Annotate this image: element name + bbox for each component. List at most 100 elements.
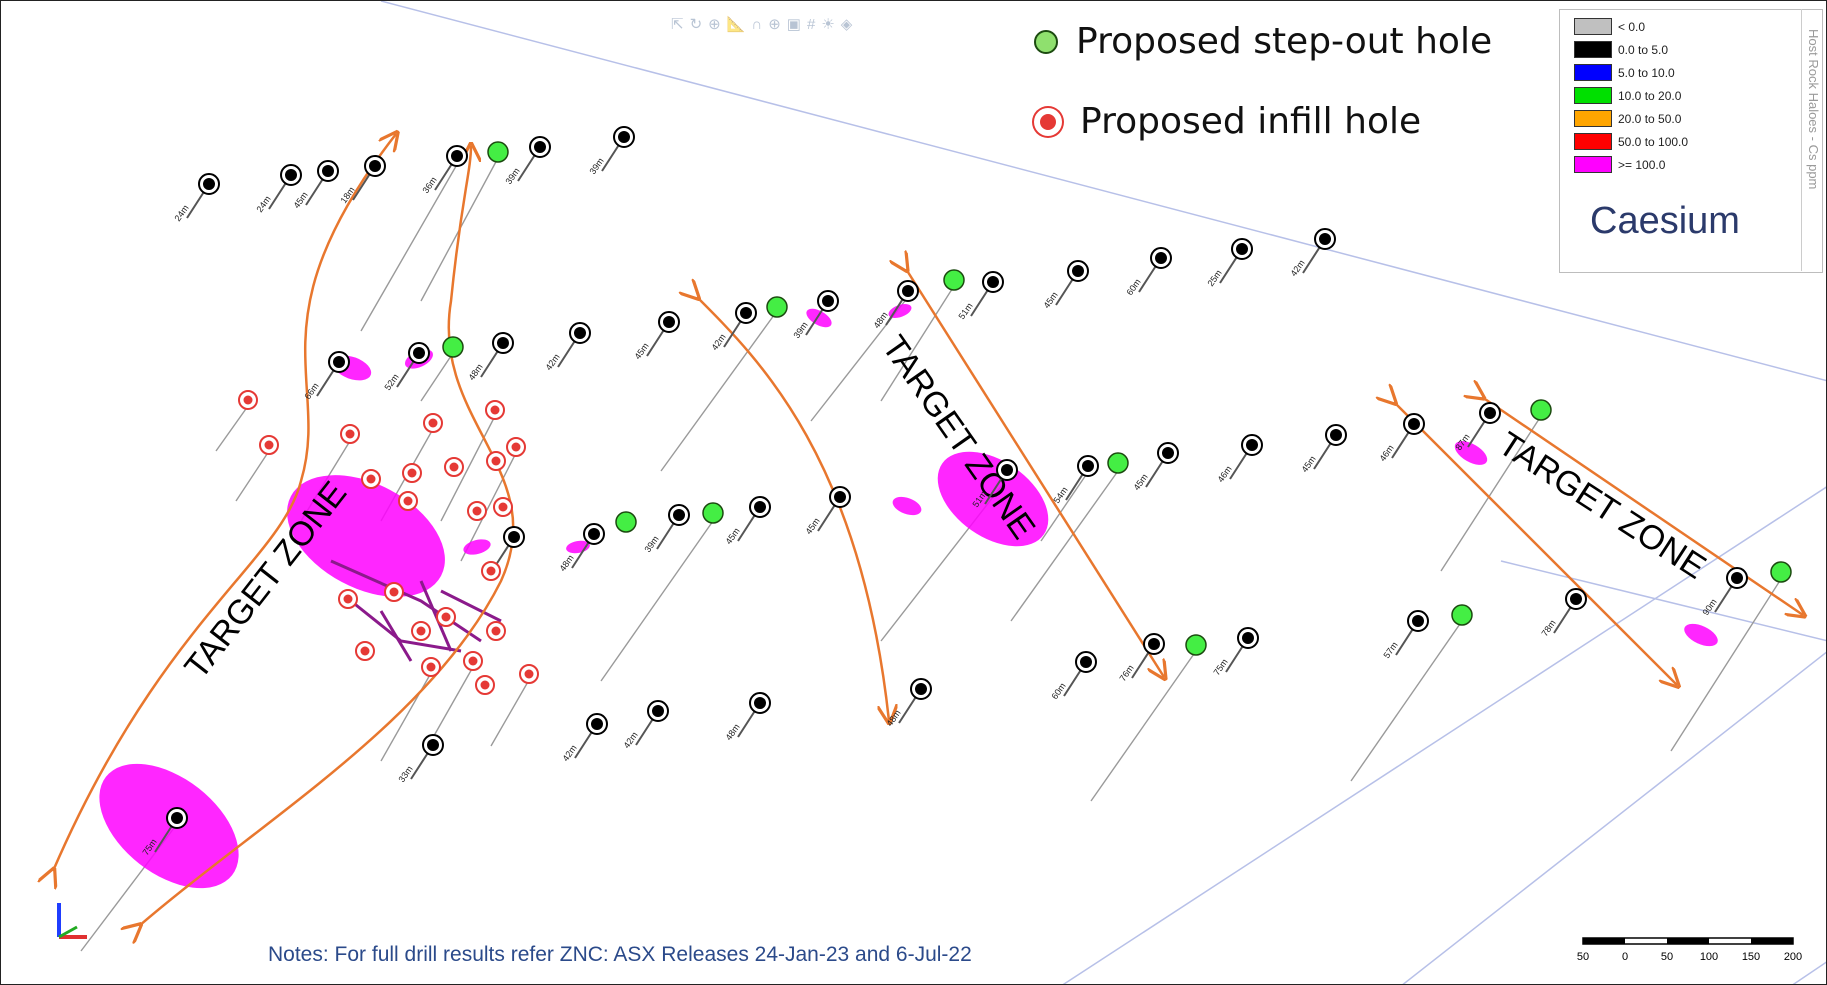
black-hole-marker[interactable]: 46m [1377, 413, 1425, 463]
black-hole-marker[interactable]: 45m [1299, 424, 1347, 474]
black-hole-marker[interactable]: 52m [382, 342, 430, 392]
stepout-hole-marker[interactable] [1107, 452, 1129, 474]
infill-hole-marker[interactable] [355, 641, 375, 661]
infill-hole-marker[interactable] [340, 424, 360, 444]
infill-hole-marker[interactable] [519, 664, 539, 684]
infill-hole-marker[interactable] [402, 463, 422, 483]
infill-hole-marker[interactable] [384, 582, 404, 602]
infill-hole-marker[interactable] [423, 413, 443, 433]
infill-hole-marker[interactable] [486, 621, 506, 641]
black-hole-marker[interactable]: 45m [723, 496, 771, 546]
infill-collar [441, 612, 451, 622]
hole-depth-label: 60m [1049, 681, 1067, 701]
trace-line [1670, 578, 1782, 752]
caesium-legend-panel[interactable]: < 0.0 0.0 to 5.0 5.0 to 10.0 10.0 to 20.… [1559, 9, 1823, 273]
black-hole-marker[interactable]: 60m [1124, 247, 1172, 297]
stepout-hole-marker[interactable] [1451, 604, 1473, 626]
infill-hole-marker[interactable] [467, 501, 487, 521]
black-hole-marker[interactable]: 42m [543, 322, 591, 372]
infill-hole-marker[interactable] [398, 491, 418, 511]
infill-hole-marker[interactable] [506, 437, 526, 457]
view-toolbar[interactable]: ⇱ ↻ ⊕ 📐 ∩ ⊕ ▣ # ☀ ◈ [671, 9, 1171, 39]
infill-collar [264, 440, 274, 450]
black-hole-marker[interactable]: 90m [1700, 567, 1748, 617]
black-hole-marker[interactable]: 42m [560, 713, 608, 763]
black-hole-marker[interactable]: 57m [1381, 610, 1429, 660]
stepout-hole-marker[interactable] [487, 141, 509, 163]
trace-line [1090, 650, 1197, 802]
black-hole-marker[interactable]: 48m [871, 280, 919, 330]
hole-collar [1155, 252, 1167, 264]
light-icon[interactable]: ☀ [821, 16, 835, 33]
black-hole-marker[interactable]: 39m [503, 136, 551, 186]
stepout-hole-marker[interactable] [1185, 634, 1207, 656]
magnet-icon[interactable]: ∩ [751, 15, 763, 33]
target-icon[interactable]: ⊕ [768, 16, 781, 33]
rotate-icon[interactable]: ↻ [689, 16, 703, 33]
black-hole-marker[interactable]: 42m [621, 700, 669, 750]
infill-hole-marker[interactable] [444, 457, 464, 477]
stepout-hole-marker[interactable] [615, 511, 637, 533]
stepout-hole-marker[interactable] [766, 296, 788, 318]
measure-icon[interactable]: 📐 [726, 16, 746, 33]
stepout-hole-marker[interactable] [1530, 399, 1552, 421]
black-hole-marker[interactable]: 48m [723, 692, 771, 742]
infill-hole-marker[interactable] [421, 657, 441, 677]
infill-collar [511, 442, 521, 452]
infill-hole-marker[interactable] [361, 469, 381, 489]
black-hole-marker[interactable]: 45m [632, 311, 680, 361]
infill-hole-marker[interactable] [238, 390, 258, 410]
black-hole-marker[interactable]: 87m [1453, 402, 1501, 452]
black-hole-marker[interactable]: 25m [1205, 238, 1253, 288]
infill-hole-marker[interactable] [411, 621, 431, 641]
grid-icon[interactable]: # [806, 15, 816, 33]
black-hole-marker[interactable]: 42m [709, 302, 757, 352]
black-hole-marker[interactable]: 48m [466, 332, 514, 382]
black-hole-marker[interactable]: 48m [884, 678, 932, 728]
black-hole-marker[interactable]: 42m [1288, 228, 1336, 278]
drill-holes[interactable]: 24m 24m 45m 18m 36m 39m 39m 66m 52m 48m 42m 45m 42m 3… [140, 126, 1792, 857]
infill-hole-marker[interactable] [259, 435, 279, 455]
infill-hole-marker[interactable] [485, 400, 505, 420]
black-hole-marker[interactable]: 45m [291, 160, 339, 210]
hole-collar [285, 169, 297, 181]
infill-hole-marker[interactable] [436, 607, 456, 627]
stepout-hole-marker[interactable] [442, 336, 464, 358]
hole-collar [673, 509, 685, 521]
infill-hole-marker[interactable] [338, 589, 358, 609]
black-hole-marker[interactable]: 33m [396, 734, 444, 784]
black-hole-marker[interactable]: 18m [338, 155, 386, 205]
crosshair-icon[interactable]: ⊕ [708, 16, 721, 33]
window-icon[interactable]: ▣ [786, 16, 801, 33]
infill-hole-marker[interactable] [493, 497, 513, 517]
stepout-hole-marker[interactable] [702, 502, 724, 524]
hole-collar [1330, 429, 1342, 441]
side-panel-tab[interactable]: Host Rock Haloes - Cs ppm [1801, 9, 1826, 271]
infill-hole-marker[interactable] [481, 561, 501, 581]
black-hole-marker[interactable]: 75m [1211, 627, 1259, 677]
black-hole-marker[interactable]: 39m [587, 126, 635, 176]
black-hole-marker[interactable]: 45m [1131, 442, 1179, 492]
hole-depth-label: 75m [1211, 657, 1229, 677]
black-hole-marker[interactable]: 45m [1041, 260, 1089, 310]
infill-hole-marker[interactable] [463, 651, 483, 671]
black-hole-marker[interactable]: 66m [302, 351, 350, 401]
infill-collar [243, 395, 253, 405]
infill-hole-marker[interactable] [475, 675, 495, 695]
black-hole-marker[interactable]: 46m [1215, 434, 1263, 484]
stepout-hole-marker[interactable] [943, 269, 965, 291]
black-hole-marker[interactable]: 54m [1051, 455, 1099, 505]
black-hole-marker[interactable]: 24m [172, 173, 220, 223]
infill-hole-marker[interactable] [486, 451, 506, 471]
hole-depth-label: 78m [1539, 618, 1557, 638]
black-hole-marker[interactable]: 45m [803, 486, 851, 536]
layers-icon[interactable]: ◈ [840, 16, 853, 33]
stepout-hole-marker[interactable] [1770, 561, 1792, 583]
select-icon[interactable]: ⇱ [671, 16, 684, 33]
black-hole-marker[interactable]: 39m [642, 504, 690, 554]
black-hole-marker[interactable]: 60m [1049, 651, 1097, 701]
infill-collar [498, 502, 508, 512]
black-hole-marker[interactable]: 78m [1539, 588, 1587, 638]
